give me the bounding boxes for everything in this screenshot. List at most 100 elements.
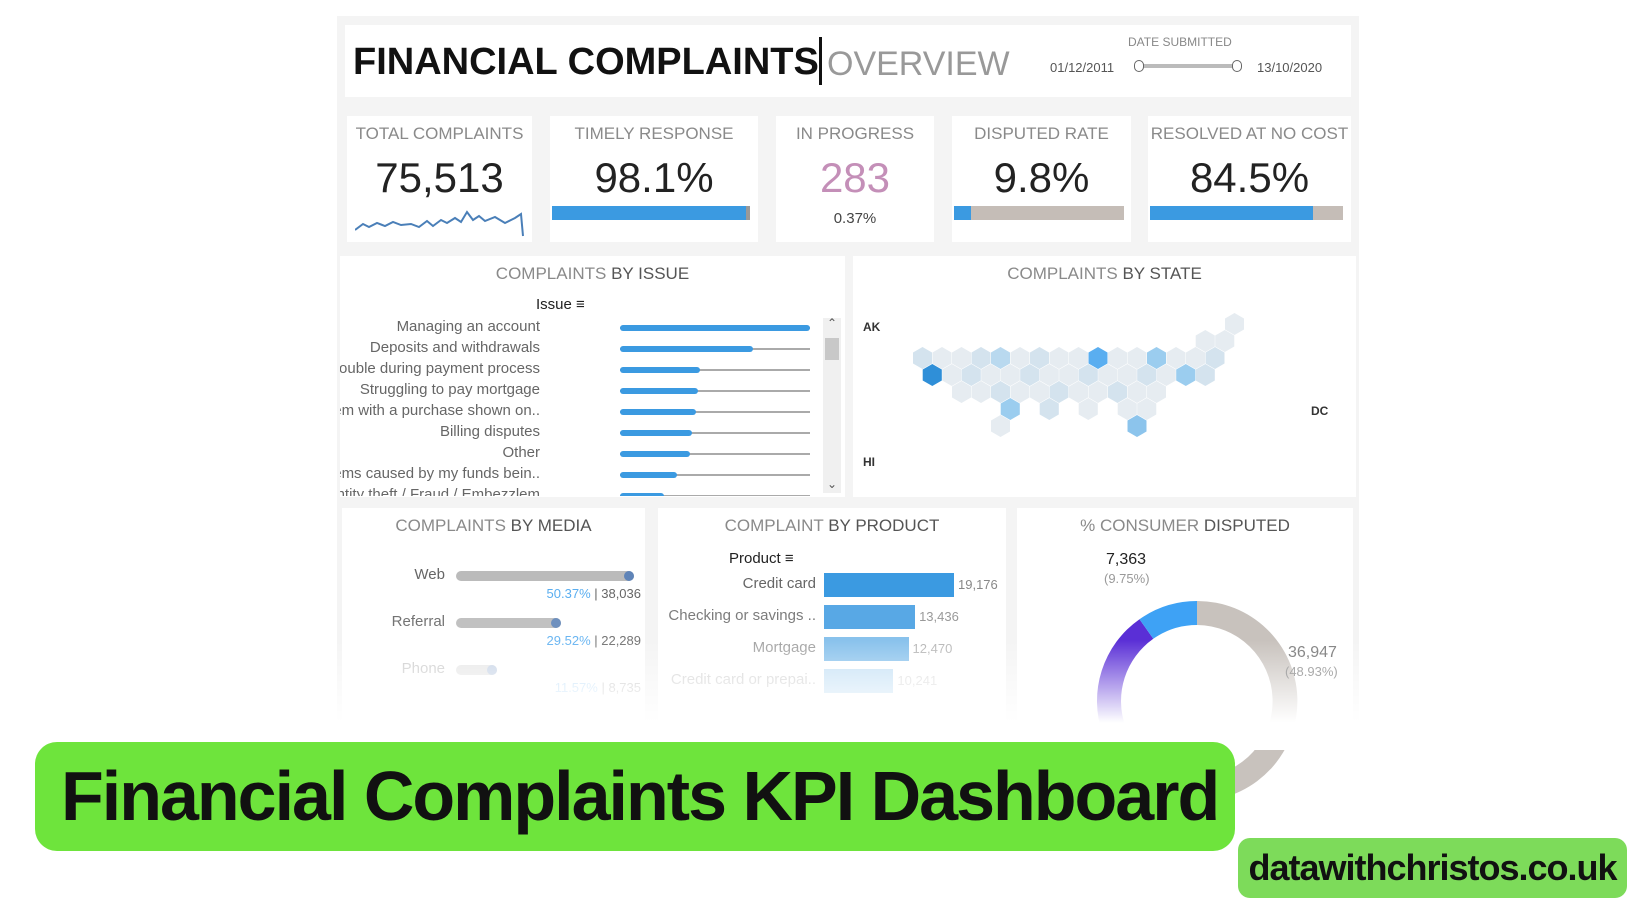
issue-row[interactable]: Identity theft / Fraud / Embezzlem (340, 486, 810, 496)
state-hex[interactable] (932, 347, 952, 369)
slider-start-handle[interactable] (1134, 60, 1144, 72)
state-hex[interactable] (991, 415, 1010, 437)
state-hex[interactable] (1049, 381, 1069, 403)
dashboard: FINANCIAL COMPLAINTS OVERVIEW DATE SUBMI… (337, 16, 1359, 802)
issue-header[interactable]: Issue ≡ (536, 296, 585, 313)
state-hex[interactable] (1127, 347, 1147, 369)
state-hex[interactable] (1215, 330, 1235, 352)
issue-label: Problem with a purchase shown on.. (340, 402, 540, 419)
kpi-value: 283 (819, 154, 891, 201)
state-hex-map[interactable] (853, 296, 1356, 496)
product-header[interactable]: Product ≡ (729, 550, 794, 567)
state-hex[interactable] (1078, 398, 1098, 420)
state-hex[interactable] (1098, 364, 1118, 386)
issue-row[interactable]: Problems caused by my funds bein.. (340, 465, 810, 485)
issue-row[interactable]: Deposits and withdrawals (340, 339, 810, 359)
state-hex[interactable] (922, 364, 942, 386)
state-hex[interactable] (1186, 347, 1205, 369)
state-hex[interactable] (991, 381, 1010, 403)
state-hex[interactable] (952, 347, 971, 369)
state-hex[interactable] (1069, 347, 1088, 369)
state-hex[interactable] (1147, 347, 1166, 369)
issue-track (620, 474, 810, 476)
state-hex[interactable] (913, 347, 932, 369)
state-hex[interactable] (1010, 381, 1030, 403)
state-hex[interactable] (942, 364, 962, 386)
state-hex[interactable] (1137, 364, 1157, 386)
media-value: 50.37% | 38,036 (546, 586, 641, 601)
state-hex[interactable] (971, 381, 991, 403)
state-hex[interactable] (1069, 381, 1088, 403)
state-hex[interactable] (1030, 347, 1049, 369)
media-bar (456, 618, 562, 628)
issue-row[interactable]: Other (340, 444, 810, 464)
issue-track (620, 453, 810, 455)
state-hex[interactable] (1176, 364, 1196, 386)
state-hex[interactable] (1225, 313, 1244, 335)
state-label-ak: AK (863, 320, 881, 334)
page-subtitle: OVERVIEW (827, 45, 1010, 83)
state-hex[interactable] (1127, 381, 1147, 403)
media-label: Web (414, 566, 445, 583)
product-label: Credit card (742, 575, 816, 592)
scroll-thumb[interactable] (825, 338, 839, 360)
product-value: 13,436 (919, 609, 959, 624)
date-range-slider[interactable] (1134, 60, 1242, 72)
issue-track (620, 432, 810, 434)
issue-bar (620, 367, 700, 373)
donut-label-value: 36,947 (1288, 644, 1337, 661)
panel-title: % CONSUMER DISPUTED (1080, 516, 1290, 535)
state-hex[interactable] (1117, 364, 1137, 386)
slider-end-handle[interactable] (1232, 60, 1242, 72)
issue-row[interactable]: Managing an account (340, 318, 810, 338)
state-hex[interactable] (1108, 381, 1127, 403)
page-title: FINANCIAL COMPLAINTS (353, 41, 819, 83)
state-hex[interactable] (1205, 347, 1225, 369)
state-label-hi: HI (863, 455, 875, 469)
state-hex[interactable] (1000, 364, 1020, 386)
date-start: 01/12/2011 (1050, 60, 1115, 75)
state-hex[interactable] (1000, 398, 1020, 420)
issue-bar (620, 472, 677, 478)
state-hex[interactable] (1108, 347, 1127, 369)
state-hex[interactable] (1039, 364, 1059, 386)
issue-row[interactable]: Billing disputes (340, 423, 810, 443)
product-label: Checking or savings .. (668, 607, 816, 624)
sort-icon: ≡ (576, 296, 585, 313)
issue-track (620, 411, 810, 413)
state-hex[interactable] (1147, 381, 1166, 403)
state-hex[interactable] (952, 381, 971, 403)
state-hex[interactable] (1078, 364, 1098, 386)
state-hex[interactable] (1059, 364, 1079, 386)
state-hex[interactable] (1137, 398, 1157, 420)
state-hex[interactable] (971, 347, 991, 369)
state-hex[interactable] (1195, 364, 1215, 386)
state-hex[interactable] (1030, 381, 1049, 403)
panel-title: COMPLAINTS BY ISSUE (495, 264, 690, 283)
state-hex[interactable] (1020, 364, 1040, 386)
date-filter-label: DATE SUBMITTED (1128, 35, 1232, 49)
state-hex[interactable] (1039, 398, 1059, 420)
state-hex[interactable] (1117, 398, 1137, 420)
kpi-title: TOTAL COMPLAINTS (355, 124, 524, 143)
state-hex[interactable] (961, 364, 981, 386)
scrollbar[interactable]: ⌃ ⌄ (823, 316, 841, 493)
state-hex[interactable] (1088, 347, 1108, 369)
issue-row[interactable]: Trouble during payment process (340, 360, 810, 380)
issue-row[interactable]: Problem with a purchase shown on.. (340, 402, 810, 422)
issue-row[interactable]: Struggling to pay mortgage (340, 381, 810, 401)
state-hex[interactable] (1127, 415, 1147, 437)
state-hex[interactable] (1156, 364, 1176, 386)
state-hex[interactable] (1049, 347, 1069, 369)
state-hex[interactable] (1195, 330, 1215, 352)
state-label-dc: DC (1311, 404, 1329, 418)
kpi-progress-bar (1150, 206, 1343, 220)
state-hex[interactable] (1088, 381, 1108, 403)
donut-slice-a[interactable] (1139, 601, 1198, 639)
state-hex[interactable] (991, 347, 1010, 369)
panel-title: COMPLAINTS BY MEDIA (395, 516, 592, 535)
state-hex[interactable] (1166, 347, 1186, 369)
state-hex[interactable] (981, 364, 1001, 386)
donut-label-pct: (48.93%) (1285, 664, 1338, 679)
state-hex[interactable] (1010, 347, 1030, 369)
